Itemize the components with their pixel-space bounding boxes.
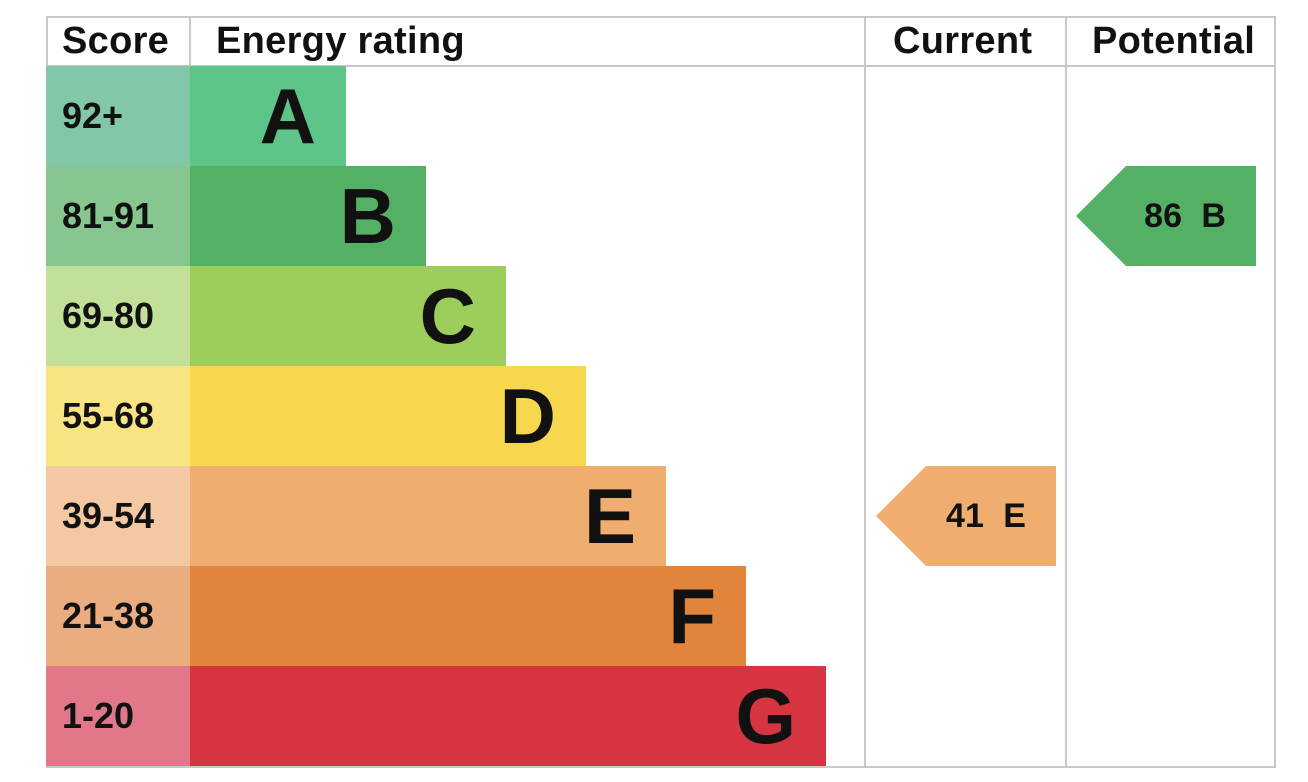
rating-letter-d: D: [499, 371, 556, 460]
band-row-e: 39-54 E: [46, 466, 866, 566]
score-range-c: 69-80: [46, 266, 190, 366]
current-rating-label: 41 E: [946, 496, 1026, 535]
band-row-g: 1-20 G: [46, 666, 866, 766]
rating-bar-f: F: [190, 566, 746, 666]
header-divider: [46, 65, 1276, 67]
band-row-a: 92+ A: [46, 66, 866, 166]
right-border: [1274, 16, 1276, 768]
rating-bar-d: D: [190, 366, 586, 466]
score-range-b: 81-91: [46, 166, 190, 266]
current-rating-arrow: 41 E: [876, 466, 1056, 566]
band-row-c: 69-80 C: [46, 266, 866, 366]
rating-letter-e: E: [583, 471, 636, 560]
header-energy-rating: Energy rating: [216, 19, 465, 62]
rating-bar-b: B: [190, 166, 426, 266]
header-current: Current: [893, 19, 1033, 62]
top-border: [46, 16, 1276, 18]
rating-bar-g: G: [190, 666, 826, 766]
rating-letter-g: G: [735, 671, 796, 760]
score-range-e: 39-54: [46, 466, 190, 566]
rating-bar-e: E: [190, 466, 666, 566]
score-range-a: 92+: [46, 66, 190, 166]
rating-letter-f: F: [668, 571, 716, 660]
rating-letter-b: B: [339, 171, 396, 260]
potential-divider: [1065, 16, 1067, 768]
score-range-f: 21-38: [46, 566, 190, 666]
header-score: Score: [62, 19, 170, 62]
potential-arrow-shape: [1076, 166, 1256, 266]
score-range-g: 1-20: [46, 666, 190, 766]
current-divider: [864, 16, 866, 768]
potential-rating-arrow: 86 B: [1076, 166, 1256, 266]
score-range-d: 55-68: [46, 366, 190, 466]
current-arrow-shape: [876, 466, 1056, 566]
band-row-d: 55-68 D: [46, 366, 866, 466]
rating-letter-c: C: [419, 271, 476, 360]
band-row-b: 81-91 B: [46, 166, 866, 266]
header-potential: Potential: [1092, 19, 1256, 62]
score-divider: [189, 16, 191, 66]
potential-rating-label: 86 B: [1144, 196, 1226, 235]
rating-bar-c: C: [190, 266, 506, 366]
rating-letter-a: A: [259, 71, 316, 160]
bottom-border: [46, 766, 1276, 768]
rating-bar-a: A: [190, 66, 346, 166]
band-row-f: 21-38 F: [46, 566, 866, 666]
epc-chart: Score Energy rating Current Potential 92…: [46, 16, 1276, 768]
